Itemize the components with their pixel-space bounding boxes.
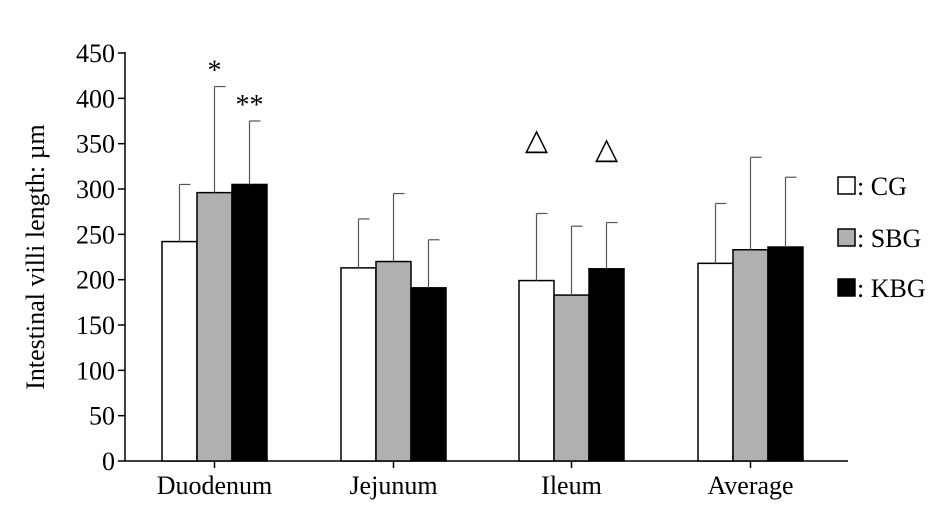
y-tick-label: 250	[76, 220, 115, 249]
bar-kbg-jejunum	[410, 287, 447, 462]
legend: : CG : SBG : KBG	[837, 172, 926, 303]
y-tick-label: 200	[76, 266, 115, 295]
bar-cg-jejunum	[340, 267, 377, 462]
bar-sbg-average	[732, 248, 769, 462]
y-tick-label: 100	[76, 356, 115, 385]
x-tick-label: Jejunum	[349, 471, 437, 500]
y-axis: 0 50 100 150 200 250 300 350 400 450 Intestinal vi…	[21, 39, 126, 476]
legend-swatch-sbg	[837, 228, 856, 247]
y-axis-label: Intestinal villi length: µm	[21, 124, 50, 390]
bar-cg-average	[697, 262, 734, 462]
triangle-annotation: △	[595, 133, 618, 166]
legend-label-cg: : CG	[857, 172, 907, 201]
bar-kbg-duodenum	[231, 183, 268, 462]
x-axis: Duodenum Jejunum Ileum Average	[125, 460, 848, 500]
y-tick-label: 350	[76, 130, 115, 159]
bar-sbg-jejunum	[375, 260, 412, 462]
y-tick-label: 50	[89, 402, 115, 431]
bars	[161, 183, 804, 462]
bar-kbg-average	[767, 246, 804, 462]
x-tick-label: Ileum	[541, 471, 602, 500]
bar-kbg-ileum	[588, 268, 625, 462]
asterisk-annotation: *	[208, 56, 222, 87]
bar-sbg-ileum	[553, 294, 590, 462]
y-tick-label: 0	[102, 447, 115, 476]
significance-annotations: ***△ △	[208, 56, 619, 166]
bar-sbg-duodenum	[196, 191, 233, 462]
triangle-annotation: △	[525, 123, 548, 156]
legend-swatch-cg	[837, 176, 856, 195]
y-tick-label: 150	[76, 311, 115, 340]
y-tick-label: 450	[76, 39, 115, 68]
bar-cg-duodenum	[161, 240, 198, 462]
y-tick-label: 400	[76, 84, 115, 113]
y-tick-label: 300	[76, 175, 115, 204]
x-tick-label: Duodenum	[157, 471, 273, 500]
asterisk-annotation: **	[236, 90, 264, 121]
legend-label-sbg: : SBG	[857, 224, 921, 253]
bar-cg-ileum	[518, 279, 555, 462]
legend-label-kbg: : KBG	[857, 274, 926, 303]
error-bars	[178, 85, 797, 296]
legend-swatch-kbg	[837, 278, 856, 297]
x-tick-label: Average	[707, 471, 793, 500]
